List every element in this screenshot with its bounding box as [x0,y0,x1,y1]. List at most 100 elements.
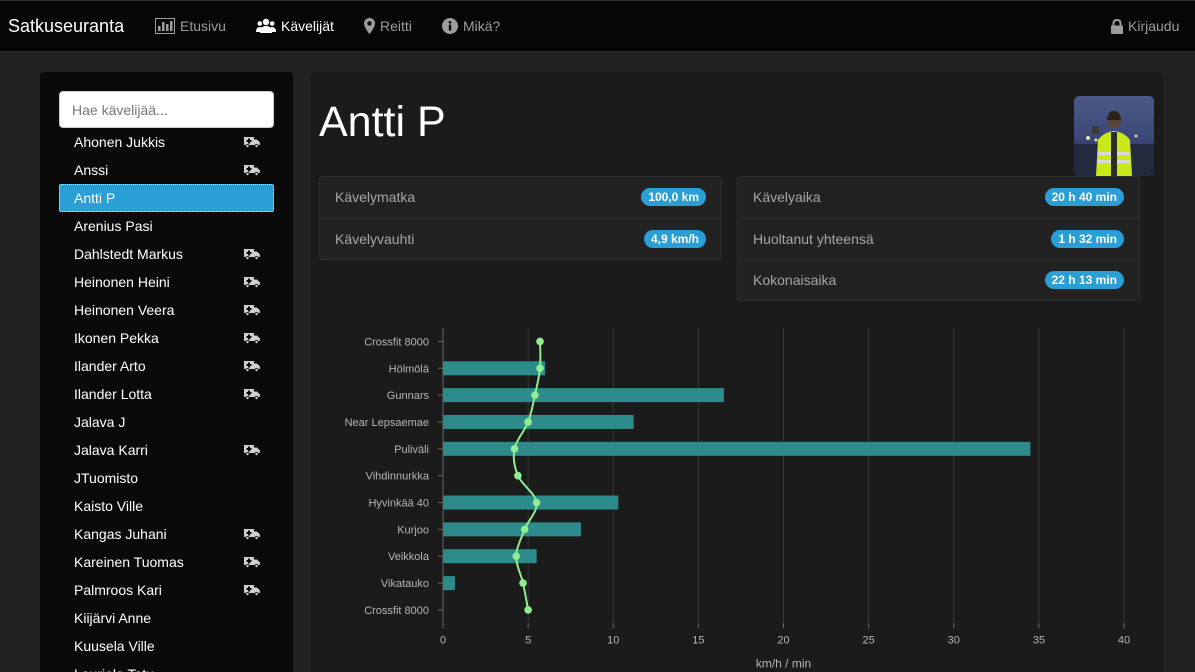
sidebar-walker-item[interactable]: Antti P [59,184,274,212]
chart-bar [443,495,619,510]
nav-walkers[interactable]: Kävelijät [256,18,334,34]
walker-item-label: Dahlstedt Markus [74,246,183,262]
sidebar-walker-item[interactable]: Palmroos Kari [59,576,274,604]
walker-sidebar: Ahonen Jukkis Anssi Antti P Arenius Pasi Dah… [40,72,293,672]
chart-speed-point [536,364,544,373]
stat-badge: 1 h 32 min [1051,230,1124,248]
x-tick-label: 5 [525,634,531,646]
walker-item-label: Kuusela Ville [74,638,155,654]
ambulance-icon [244,529,260,540]
stat-label: Kävelyvauhti [335,231,415,247]
sidebar-walker-item[interactable]: Heinonen Heini [59,268,274,296]
sidebar-walker-item[interactable]: Kareinen Tuomas [59,548,274,576]
x-tick-label: 20 [777,634,789,646]
nav-walkers-label: Kävelijät [281,18,334,34]
stat-walk-distance: Kävelymatka 100,0 km [320,177,721,218]
x-tick-label: 40 [1118,634,1130,646]
x-axis-label: km/h / min [756,656,811,668]
sidebar-walker-item[interactable]: Ahonen Jukkis [59,128,274,156]
y-tick-label: Near Lepsaemae [345,417,429,429]
y-tick-label: Puliväli [394,444,429,456]
ambulance-icon [244,249,260,260]
sidebar-walker-item[interactable]: Jalava J [59,408,274,436]
stat-label: Kävelymatka [335,189,416,205]
walker-item-label: Heinonen Veera [74,302,175,318]
y-tick-label: Vihdinnurkka [366,471,430,483]
sidebar-walker-item[interactable]: Arenius Pasi [59,212,274,240]
walker-item-label: Kangas Juhani [74,526,167,542]
ambulance-icon [244,277,260,288]
x-tick-label: 30 [948,634,960,646]
walker-item-label: Jalava Karri [74,442,148,458]
stat-badge: 100,0 km [641,188,706,206]
walker-item-label: Ahonen Jukkis [74,134,166,150]
nav-home-label: Etusivu [180,18,226,34]
walker-item-label: Palmroos Kari [74,582,162,598]
chart-bar [443,388,724,403]
nav-login[interactable]: Kirjaudu [1111,18,1179,34]
sidebar-walker-item[interactable]: Heinonen Veera [59,296,274,324]
sidebar-walker-item[interactable]: Dahlstedt Markus [59,240,274,268]
nav-route[interactable]: Reitti [364,18,412,34]
ambulance-icon [244,361,260,372]
stats-panel-right: Kävelyaika 20 h 40 min Huoltanut yhteens… [737,176,1140,301]
x-tick-label: 35 [1033,634,1045,646]
chart-speed-point [520,525,529,534]
chart-bar [443,361,546,376]
chart-speed-point [514,471,522,480]
pace-chart: 0 5 10 15 20 25 30 35 40 Crossfit 8000 Hölmölä Gunn… [345,328,1130,668]
nav-route-label: Reitti [380,18,412,34]
walker-item-label: Anssi [74,162,109,178]
sidebar-walker-item[interactable]: Jalava Karri [59,436,274,464]
stat-label: Kävelyaika [753,189,821,205]
walker-search-input[interactable] [59,91,274,128]
walker-list: Ahonen Jukkis Anssi Antti P Arenius Pasi Dah… [59,128,274,672]
brand-link[interactable]: Satkuseuranta [8,16,125,36]
walker-detail-panel: Antti P Kävelymatka [310,72,1163,672]
stat-walk-time: Kävelyaika 20 h 40 min [738,177,1139,218]
sidebar-walker-item[interactable]: Kuusela Ville [59,632,274,660]
nav-about-label: Mikä? [463,18,501,34]
sidebar-walker-item[interactable]: Kiijärvi Anne [59,604,274,632]
y-tick-label: Hölmölä [389,363,430,375]
users-icon [256,18,276,33]
walker-item-label: Ikonen Pekka [74,330,159,346]
sidebar-walker-item[interactable]: Kangas Juhani [59,520,274,548]
ambulance-icon [244,137,260,148]
chart-speed-point [524,606,532,614]
y-tick-label: Crossfit 8000 [364,336,429,348]
sidebar-walker-item[interactable]: Lauriola Tatu [59,660,274,672]
ambulance-icon [244,333,260,344]
chart-speed-point [512,552,521,561]
stat-walk-speed: Kävelyvauhti 4,9 km/h [320,218,721,259]
sidebar-walker-item[interactable]: Kaisto Ville [59,492,274,520]
sidebar-walker-item[interactable]: JTuomisto [59,464,274,492]
walker-item-label: Antti P [74,190,116,206]
ambulance-icon [244,305,260,316]
chart-bar [443,549,537,564]
nav-home[interactable]: Etusivu [155,18,226,34]
stat-badge: 20 h 40 min [1044,188,1124,206]
walker-item-label: Kiijärvi Anne [74,610,152,626]
ambulance-icon [244,165,260,176]
walker-photo-image [1074,96,1154,176]
y-tick-label: Gunnars [387,390,430,402]
sidebar-walker-item[interactable]: Ilander Lotta [59,380,274,408]
walker-item-label: Ilander Arto [74,358,146,374]
ambulance-icon [244,585,260,596]
nav-about[interactable]: Mikä? [442,18,500,34]
stat-label: Huoltanut yhteensä [753,231,874,247]
stats-panel-left: Kävelymatka 100,0 km Kävelyvauhti 4,9 km… [319,176,722,260]
ambulance-icon [244,557,260,568]
walker-item-label: Kareinen Tuomas [74,554,184,570]
sidebar-walker-item[interactable]: Anssi [59,156,274,184]
stat-badge: 4,9 km/h [643,230,706,248]
chart-bar [443,522,581,537]
sidebar-walker-item[interactable]: Ilander Arto [59,352,274,380]
map-marker-icon [364,18,375,34]
y-tick-label: Kurjoo [397,524,429,536]
y-tick-label: Hyvinkää 40 [368,498,429,510]
walker-item-label: Ilander Lotta [74,386,152,402]
sidebar-walker-item[interactable]: Ikonen Pekka [59,324,274,352]
info-icon [442,18,458,34]
